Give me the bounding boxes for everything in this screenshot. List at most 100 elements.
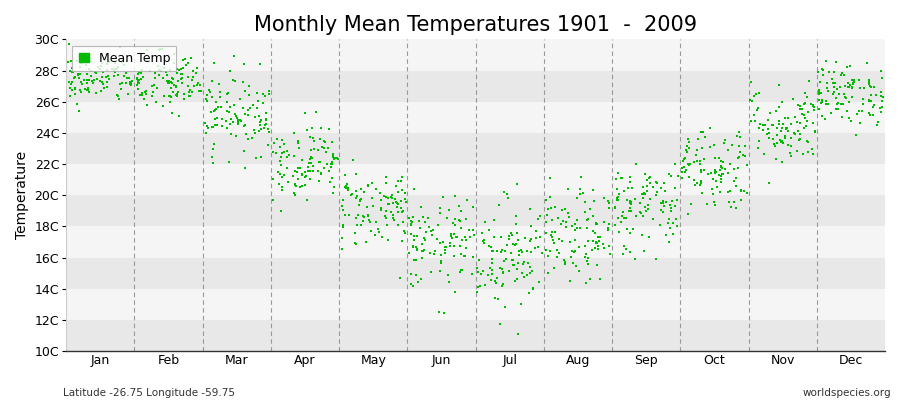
Point [248,130,263,136]
Point [352,202,366,208]
Point [653,200,668,206]
Point [438,244,453,250]
Point [802,78,816,84]
Point [176,64,191,71]
Point [472,283,487,290]
Point [786,96,800,102]
Bar [66,133,885,164]
Point [220,108,234,114]
Point [108,69,122,75]
Point [183,92,197,99]
Point [780,142,795,148]
Point [395,187,410,193]
Point [774,139,788,146]
Point [194,88,208,94]
Point [488,278,502,284]
Point [288,181,302,188]
Point [379,208,393,214]
Point [845,85,859,92]
Point [806,102,820,108]
Point [837,94,851,100]
Point [156,75,170,81]
Point [501,195,516,202]
Point [416,248,430,254]
Point [62,93,77,99]
Point [829,106,843,112]
Point [345,190,359,197]
Point [329,154,344,161]
Point [768,141,782,148]
Point [374,204,388,211]
Point [156,102,170,109]
Point [140,57,154,64]
Point [147,82,161,89]
Point [690,180,705,186]
Point [335,203,349,209]
Point [393,275,408,282]
Point [273,144,287,150]
Point [760,131,774,138]
Point [623,179,637,185]
Point [262,88,276,94]
Point [327,184,341,190]
Point [205,124,220,130]
Point [500,190,515,197]
Point [806,103,820,109]
Point [249,155,264,161]
Point [526,284,541,291]
Point [348,215,363,222]
Point [358,239,373,246]
Point [90,75,104,82]
Point [159,78,174,85]
Point [562,214,577,220]
Bar [66,39,885,70]
Point [405,219,419,225]
Point [226,118,240,125]
Point [838,83,852,90]
Point [224,116,238,122]
Point [824,76,839,82]
Point [493,264,508,271]
Point [424,269,438,275]
Point [291,176,305,182]
Point [474,230,489,236]
Point [338,172,353,178]
Point [547,264,562,271]
Point [389,198,403,205]
Point [579,251,593,257]
Point [592,238,607,244]
Point [489,280,503,286]
Point [398,190,412,196]
Point [610,186,625,192]
Point [322,179,337,185]
Point [649,179,663,185]
Point [706,198,721,205]
Point [597,244,611,251]
Point [221,159,236,166]
Point [541,270,555,276]
Point [365,203,380,210]
Point [713,167,727,173]
Point [619,226,634,232]
Point [465,204,480,211]
Point [492,201,507,208]
Point [821,88,835,94]
Point [768,143,782,149]
Point [336,224,350,230]
Point [413,204,428,210]
Point [733,134,747,140]
Point [415,248,429,254]
Point [273,171,287,178]
Point [100,79,114,85]
Point [706,186,720,192]
Point [187,83,202,90]
Point [516,270,530,276]
Point [410,278,425,285]
Point [131,77,146,83]
Point [681,174,696,180]
Point [578,209,592,215]
Point [843,62,858,69]
Point [102,76,116,82]
Point [765,122,779,128]
Point [131,70,146,77]
